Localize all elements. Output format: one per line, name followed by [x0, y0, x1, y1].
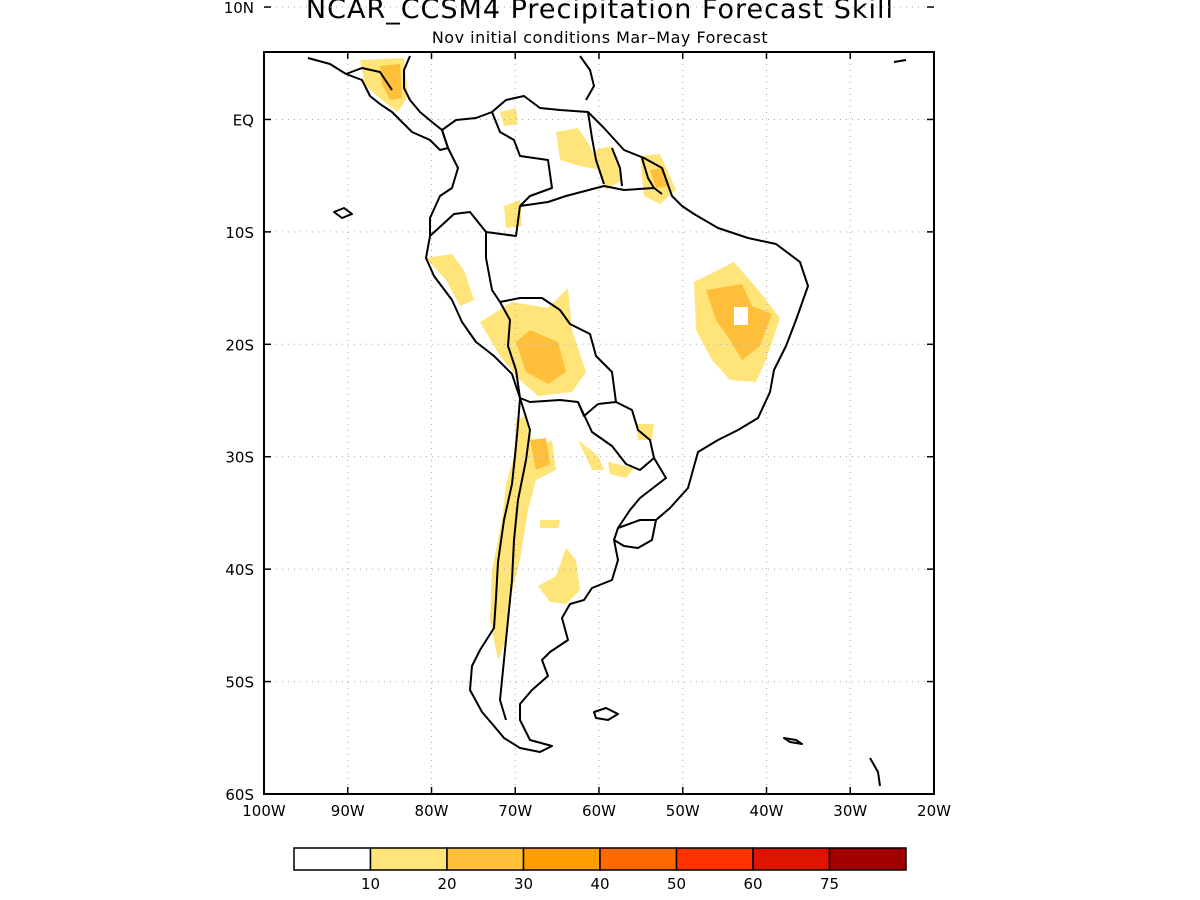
skill-region-chaco [578, 440, 604, 470]
x-tick-label: 60W [582, 802, 616, 820]
coastline-central-america [307, 55, 449, 151]
y-tick-label: 20S [225, 336, 254, 354]
colorbar-swatch [446, 847, 525, 871]
colorbar-label: 40 [590, 875, 609, 893]
colorbar [293, 847, 907, 871]
colorbar-label: 10 [361, 875, 380, 893]
cape-verde [893, 59, 907, 63]
border-guyana-suriname [611, 147, 623, 187]
skill-gap-ne-brazil [734, 307, 748, 325]
colorbar-labels: 10 20 30 40 50 60 75 [361, 875, 839, 893]
x-tick-label: 40W [750, 802, 784, 820]
border-argentina-brazil [613, 457, 667, 541]
south-georgia [783, 737, 803, 745]
x-tick-label: 100W [242, 802, 286, 820]
skill-region-cuyo [540, 520, 560, 528]
border-suriname-fguiana [641, 157, 655, 189]
x-tick-label: 90W [331, 802, 365, 820]
galapagos [333, 207, 353, 219]
x-tick-label: 70W [498, 802, 532, 820]
coastlines [307, 55, 907, 787]
skill-region-guiana-west [556, 128, 600, 170]
colorbar-swatch [599, 847, 678, 871]
border-peru-bolivia-chile [499, 301, 521, 399]
coastline-yucatan [579, 55, 595, 101]
skill-region-southern-cone [490, 416, 556, 660]
border-paraguay [577, 401, 655, 471]
y-tick-label: 30S [225, 449, 254, 467]
x-tick-label: 80W [415, 802, 449, 820]
graticule [264, 6, 934, 794]
border-chile-argentina [499, 397, 531, 721]
colorbar-swatch [828, 847, 907, 871]
skill-region-pampas [538, 548, 580, 604]
border-colombia-ecuador [429, 205, 521, 237]
border-uruguay [617, 519, 656, 529]
y-tick-label: EQ [233, 111, 254, 129]
y-axis-labels: 10N EQ 10S 20S 30S 40S 50S 60S [224, 0, 254, 804]
falkland-islands [593, 707, 619, 721]
border-bolivia-south [519, 397, 599, 417]
y-tick-label: 40S [225, 561, 254, 579]
y-tick-label: 10N [224, 0, 254, 17]
skill-region-peru-north [426, 254, 474, 306]
colorbar-swatch [369, 847, 448, 871]
skill-region-argentina-north-core [530, 438, 550, 470]
colorbar-swatch [293, 847, 372, 871]
y-tick-label: 50S [225, 674, 254, 692]
skill-shading [360, 58, 780, 660]
border-peru-brazil [485, 232, 561, 311]
colorbar-swatch [675, 847, 754, 871]
x-tick-label: 30W [833, 802, 867, 820]
x-tick-label: 20W [917, 802, 951, 820]
y-tick-label: 60S [225, 786, 254, 804]
colorbar-swatch [522, 847, 601, 871]
colorbar-label: 75 [820, 875, 839, 893]
skill-region-misiones [608, 462, 634, 478]
skill-region-venezuela [500, 108, 518, 126]
skill-region-central-america-core [380, 64, 402, 100]
skill-region-bolivia-core [516, 330, 566, 384]
south-sandwich [869, 757, 881, 787]
skill-region-paraguay [636, 424, 654, 440]
colorbar-swatch [752, 847, 831, 871]
colorbar-label: 30 [514, 875, 533, 893]
map-title: NCAR_CCSM4 Precipitation Forecast Skill [305, 0, 895, 25]
border-central-america [345, 67, 393, 91]
x-tick-label: 50W [666, 802, 700, 820]
x-axis-labels: 100W 90W 80W 70W 60W 50W 40W 30W 20W [242, 802, 951, 820]
border-colombia-venezuela [491, 111, 553, 207]
colorbar-label: 50 [667, 875, 686, 893]
border-venezuela-guyana [587, 111, 605, 185]
coastline-south-america [425, 95, 809, 753]
axis-ticks [263, 6, 935, 795]
border-brazil-north [519, 185, 663, 207]
colorbar-label: 20 [437, 875, 456, 893]
y-tick-label: 10S [225, 224, 254, 242]
map-subtitle: Nov initial conditions Mar–May Forecast [431, 28, 769, 47]
colorbar-label: 60 [743, 875, 762, 893]
